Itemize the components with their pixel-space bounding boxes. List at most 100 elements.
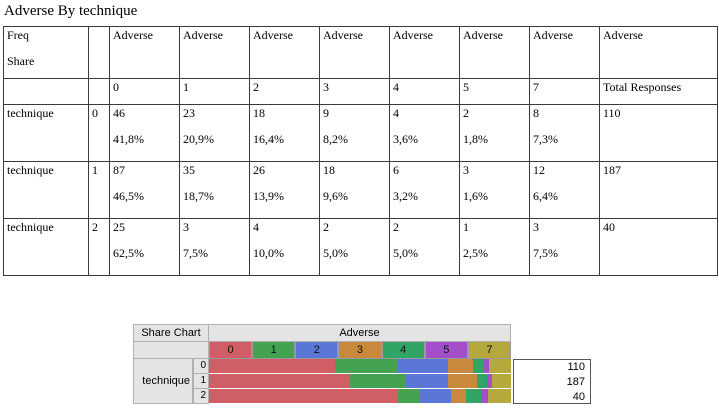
cell-count: 4: [393, 106, 399, 120]
table-header-row-group: Freq Share Adverse Adverse Adverse Adver…: [3, 26, 718, 79]
row-total: 40: [599, 218, 718, 276]
corner-freq-label: Freq: [7, 28, 29, 42]
table-cell: 26 13,9%: [249, 161, 320, 219]
bar-segment-1[interactable]: [397, 389, 421, 403]
chart-level-label: 0: [193, 359, 209, 374]
table-cell: 12 6,4%: [529, 161, 600, 219]
row-total: 110: [599, 104, 718, 162]
frequency-table: Freq Share Adverse Adverse Adverse Adver…: [3, 26, 718, 276]
table-row: technique 0 46 41,8% 23 20,9% 18 16,4% 9 8,2…: [3, 104, 718, 162]
legend-item-3[interactable]: 3: [338, 342, 382, 359]
group-header-adverse: Adverse: [529, 26, 600, 79]
bar-segment-7[interactable]: [491, 374, 511, 388]
cell-count: 1: [463, 220, 469, 234]
cell-share: 7,5%: [183, 246, 208, 260]
bar-segment-0[interactable]: [209, 374, 350, 388]
cell-count: 23: [183, 106, 195, 120]
table-cell: 18 9,6%: [319, 161, 390, 219]
cell-share: 3,6%: [393, 132, 418, 146]
cell-count: 4: [253, 220, 259, 234]
bar-segment-2[interactable]: [406, 374, 449, 388]
table-cell: 23 20,9%: [179, 104, 250, 162]
chart-total-value: 110: [567, 361, 585, 373]
bar-segment-1[interactable]: [349, 374, 407, 388]
empty-cell: [88, 78, 110, 105]
chart-row-1: 1: [193, 374, 511, 389]
group-header-adverse: Adverse: [109, 26, 180, 79]
bar-segment-2[interactable]: [398, 359, 448, 373]
bar-segment-4[interactable]: [472, 359, 484, 373]
row-level: 1: [88, 161, 110, 219]
table-row: technique 2 25 62,5% 3 7,5% 4 10,0% 2 5,0% 2…: [3, 218, 718, 276]
level-header: 0: [109, 78, 180, 105]
cell-count: 2: [323, 220, 329, 234]
chart-total-value: 187: [566, 376, 585, 388]
level-header: 1: [179, 78, 250, 105]
bar-segment-5[interactable]: [480, 389, 489, 403]
legend-item-0[interactable]: 0: [209, 342, 253, 359]
level-header: 4: [389, 78, 460, 105]
bar-segment-4[interactable]: [465, 389, 481, 403]
level-header: 2: [249, 78, 320, 105]
chart-level-label: 1: [193, 374, 209, 389]
table-cell: 1 2,5%: [459, 218, 530, 276]
cell-share: 10,0%: [253, 246, 284, 260]
table-cell: 35 18,7%: [179, 161, 250, 219]
group-header-adverse: Adverse: [179, 26, 250, 79]
chart-row-2: 2: [193, 389, 511, 404]
chart-group-header: Adverse: [209, 324, 511, 342]
share-chart-header-row: Share Chart Adverse: [133, 324, 591, 342]
bar-segment-4[interactable]: [477, 374, 487, 388]
level-header: 3: [319, 78, 390, 105]
stacked-bar: [209, 359, 512, 374]
share-chart-title: Share Chart: [133, 324, 209, 342]
bar-segment-7[interactable]: [488, 389, 511, 403]
level-header: 5: [459, 78, 530, 105]
cell-share: 18,7%: [183, 189, 214, 203]
group-header-adverse: Adverse: [249, 26, 320, 79]
table-cell: 3 7,5%: [179, 218, 250, 276]
cell-share: 13,9%: [253, 189, 284, 203]
bar-segment-3[interactable]: [450, 389, 466, 403]
legend-item-4[interactable]: 4: [381, 342, 425, 359]
group-header-adverse: Adverse: [459, 26, 530, 79]
table-cell: 2 1,8%: [459, 104, 530, 162]
bar-segment-0[interactable]: [209, 359, 336, 373]
cell-share: 6,4%: [533, 189, 558, 203]
cell-share: 7,5%: [533, 246, 558, 260]
bar-segment-5[interactable]: [483, 359, 489, 373]
cell-share: 62,5%: [113, 246, 144, 260]
bar-segment-5[interactable]: [486, 374, 492, 388]
bar-segment-3[interactable]: [447, 359, 473, 373]
table-cell: 2 5,0%: [319, 218, 390, 276]
bar-segment-2[interactable]: [420, 389, 451, 403]
legend-item-5[interactable]: 5: [424, 342, 468, 359]
chart-level-label: 2: [193, 389, 209, 404]
bar-segment-0[interactable]: [209, 389, 398, 403]
chart-totals-box: 110 187 40: [513, 359, 591, 404]
chart-axis-label: technique: [133, 359, 193, 404]
cell-count: 8: [533, 106, 539, 120]
cell-share: 9,6%: [323, 189, 348, 203]
row-label: technique: [3, 218, 89, 276]
group-header-adverse: Adverse: [389, 26, 460, 79]
legend-item-2[interactable]: 2: [295, 342, 339, 359]
cell-count: 3: [463, 163, 469, 177]
cell-share: 7,3%: [533, 132, 558, 146]
legend-item-7[interactable]: 7: [467, 342, 511, 359]
group-header-adverse: Adverse: [319, 26, 390, 79]
bar-segment-1[interactable]: [335, 359, 399, 373]
legend-spacer: [133, 342, 209, 359]
row-total: 187: [599, 161, 718, 219]
legend-item-1[interactable]: 1: [252, 342, 296, 359]
table-cell: 3 7,5%: [529, 218, 600, 276]
cell-share: 16,4%: [253, 132, 284, 146]
bar-segment-3[interactable]: [448, 374, 478, 388]
cell-count: 9: [323, 106, 329, 120]
row-label: technique: [3, 161, 89, 219]
bar-segment-7[interactable]: [488, 359, 512, 373]
table-cell: 3 1,6%: [459, 161, 530, 219]
